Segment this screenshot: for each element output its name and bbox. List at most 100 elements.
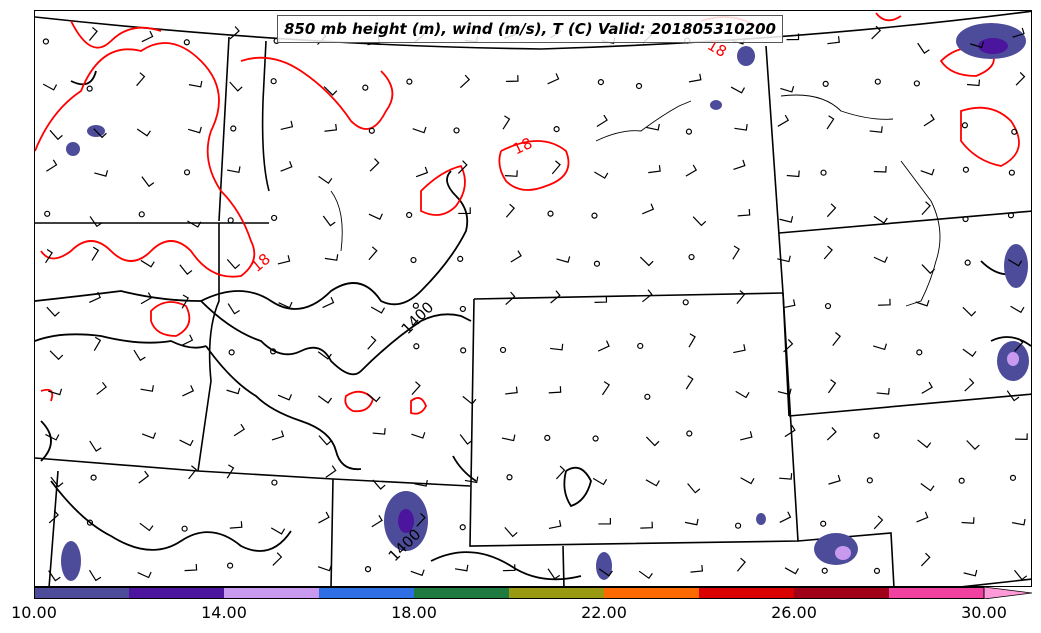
calm-wind-marker xyxy=(86,519,94,526)
wind-barb xyxy=(547,73,560,85)
wind-barb xyxy=(93,128,107,139)
calm-wind-marker xyxy=(183,39,190,46)
wind-barb xyxy=(732,245,740,260)
wind-barb xyxy=(873,515,884,530)
wind-barb xyxy=(133,349,146,362)
wind-barb xyxy=(782,299,796,309)
wind-barb xyxy=(966,440,980,451)
calm-wind-marker xyxy=(270,348,277,355)
wind-barb xyxy=(786,170,800,178)
calm-wind-marker xyxy=(368,127,375,134)
wind-barb xyxy=(917,439,932,449)
wind-barb xyxy=(730,86,746,94)
calm-wind-marker xyxy=(459,524,466,531)
wind-barb xyxy=(188,465,197,480)
wind-barb xyxy=(873,215,888,224)
wind-barb xyxy=(828,474,841,485)
calm-wind-marker xyxy=(412,302,419,309)
wind-barb xyxy=(556,256,571,263)
wind-barb xyxy=(372,479,386,490)
wind-barb xyxy=(137,571,152,579)
wind-barb xyxy=(827,36,840,45)
calm-wind-marker xyxy=(227,217,234,224)
colorbar-tick-label: 26.00 xyxy=(771,603,817,622)
colorbar xyxy=(34,587,1032,599)
calm-wind-marker xyxy=(1009,474,1017,481)
wind-barb xyxy=(639,256,654,267)
wind-barb xyxy=(48,570,61,582)
calm-wind-marker xyxy=(457,255,464,263)
wind-barb xyxy=(46,159,58,172)
wind-barb xyxy=(685,375,694,390)
wind-barb xyxy=(272,552,283,566)
wind-barb xyxy=(510,250,522,263)
wind-barb xyxy=(1007,259,1023,267)
wind-barb xyxy=(779,511,792,523)
wind-barb xyxy=(325,465,337,478)
wind-barb xyxy=(181,294,189,309)
wind-barb xyxy=(873,166,887,173)
calm-wind-marker xyxy=(688,253,695,261)
wind-barb xyxy=(141,432,157,439)
wind-barb xyxy=(505,291,516,305)
wind-barb xyxy=(277,394,293,401)
wind-barb xyxy=(736,557,746,572)
colorbar-extend-arrow xyxy=(983,587,1032,599)
wind-barb xyxy=(227,303,240,315)
colorbar-tick-label: 30.00 xyxy=(961,603,1007,622)
wind-barb xyxy=(136,72,146,87)
wind-barb xyxy=(598,568,613,577)
wind-barb xyxy=(687,483,701,494)
wind-barb xyxy=(91,246,100,261)
calm-wind-marker xyxy=(592,435,599,442)
border-sd-ne xyxy=(788,393,1031,417)
wind-barb xyxy=(597,340,610,352)
wind-barb xyxy=(416,512,426,527)
wind-barb xyxy=(278,301,293,309)
calm-wind-marker xyxy=(138,211,145,218)
calm-wind-marker xyxy=(1008,169,1015,176)
height-label: 1400 xyxy=(398,298,438,338)
calm-wind-marker xyxy=(544,434,551,441)
wind-barb xyxy=(182,385,195,397)
wind-barb xyxy=(548,520,562,530)
colorbar-segment xyxy=(224,587,320,599)
wind-barb xyxy=(733,344,746,354)
wind-barb xyxy=(370,306,386,314)
wind-barb xyxy=(46,306,60,317)
colorbar-segment xyxy=(604,587,700,599)
wind-barb xyxy=(367,335,377,350)
calm-wind-marker xyxy=(644,393,651,400)
wind-barb xyxy=(923,113,935,127)
calm-wind-marker xyxy=(597,78,605,86)
wind-barb xyxy=(233,423,246,437)
wind-barb xyxy=(920,168,935,176)
calm-wind-marker xyxy=(44,210,51,217)
temperature-contours xyxy=(35,12,1020,415)
wind-barb xyxy=(318,435,332,446)
height-contour-1400 xyxy=(35,170,469,310)
calm-wind-marker xyxy=(686,430,693,437)
colorbar-tick-label: 14.00 xyxy=(201,603,247,622)
colorbar-segment xyxy=(509,587,605,599)
wind-barb xyxy=(688,73,702,83)
wind-barb xyxy=(226,464,235,479)
wind-barb xyxy=(779,473,793,480)
wind-barb xyxy=(457,160,468,174)
calm-wind-marker xyxy=(90,474,97,481)
wind-barb xyxy=(187,126,202,134)
wind-barb xyxy=(280,120,294,131)
wind-barb xyxy=(366,393,381,403)
wind-barb xyxy=(736,290,746,305)
wind-barb xyxy=(963,569,978,577)
wind-barb xyxy=(551,160,561,175)
calm-wind-marker xyxy=(270,78,277,85)
wind-barb xyxy=(916,511,929,523)
wind-barb xyxy=(277,255,291,265)
calm-wind-marker xyxy=(270,214,278,222)
wind-barb xyxy=(826,427,837,441)
calm-wind-marker xyxy=(685,128,693,135)
calm-wind-marker xyxy=(1007,212,1015,219)
wind-barb xyxy=(961,517,975,524)
wind-barb xyxy=(1014,569,1028,581)
